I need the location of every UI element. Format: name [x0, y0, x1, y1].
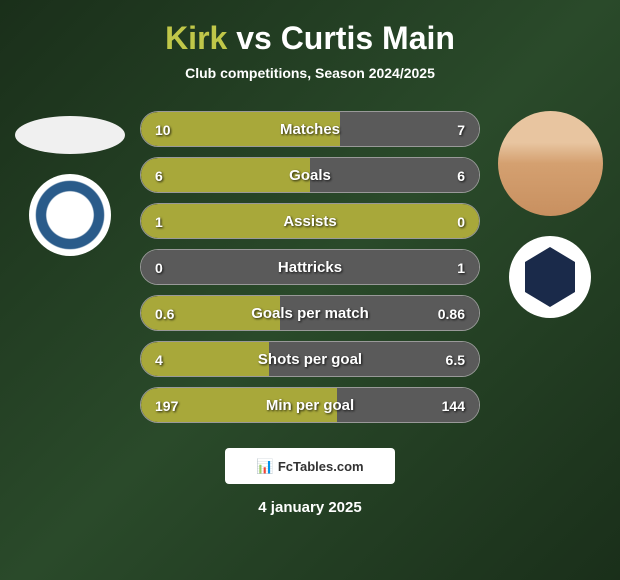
stat-label: Assists — [141, 204, 479, 239]
main-container: Kirk vs Curtis Main Club competitions, S… — [0, 0, 620, 580]
stat-row: 107Matches — [140, 111, 480, 147]
stat-label: Goals per match — [141, 296, 479, 331]
stat-label: Hattricks — [141, 250, 479, 285]
page-title: Kirk vs Curtis Main — [10, 20, 610, 57]
stat-row: 197144Min per goal — [140, 387, 480, 423]
player2-photo — [498, 111, 603, 216]
player1-photo — [15, 116, 125, 154]
site-name: FcTables.com — [278, 459, 364, 474]
player2-name: Curtis Main — [281, 20, 455, 56]
stat-row: 66Goals — [140, 157, 480, 193]
site-badge: 📊 FcTables.com — [225, 448, 395, 484]
vs-text: vs — [236, 20, 272, 56]
player2-club-badge — [509, 236, 591, 318]
stat-row: 0.60.86Goals per match — [140, 295, 480, 331]
date-text: 4 january 2025 — [10, 499, 610, 516]
stat-label: Min per goal — [141, 388, 479, 423]
chart-icon: 📊 — [256, 458, 273, 475]
content-row: 107Matches 66Goals 10Assists 01Hattricks 0.6… — [10, 111, 610, 423]
subtitle: Club competitions, Season 2024/2025 — [10, 65, 610, 81]
stat-label: Matches — [141, 112, 479, 147]
stat-label: Goals — [141, 158, 479, 193]
stat-row: 01Hattricks — [140, 249, 480, 285]
player1-name: Kirk — [165, 20, 227, 56]
player1-club-badge — [29, 174, 111, 256]
left-column — [15, 111, 125, 256]
stat-label: Shots per goal — [141, 342, 479, 377]
stats-column: 107Matches 66Goals 10Assists 01Hattricks 0.6… — [140, 111, 480, 423]
right-column — [495, 111, 605, 318]
stat-row: 10Assists — [140, 203, 480, 239]
stat-row: 46.5Shots per goal — [140, 341, 480, 377]
